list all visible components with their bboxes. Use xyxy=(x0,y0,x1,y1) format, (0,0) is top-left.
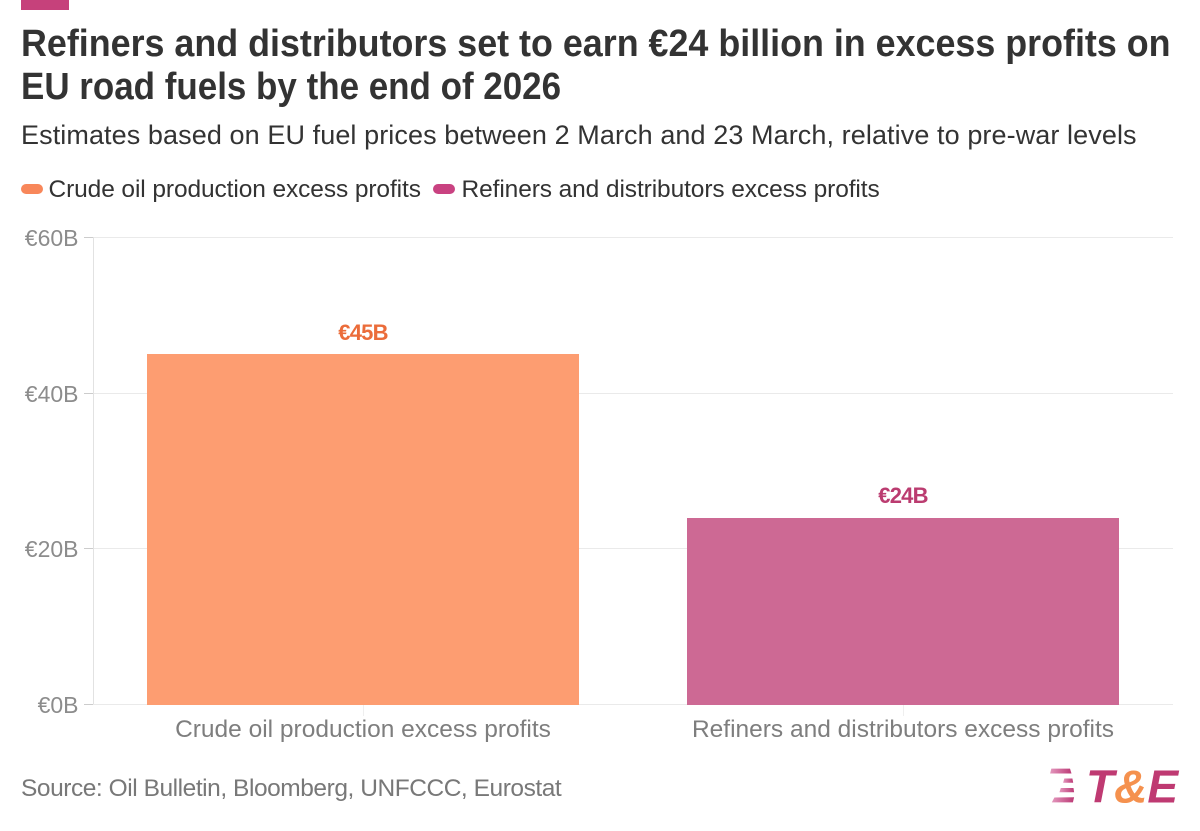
svg-text:T&E: T&E xyxy=(1086,761,1179,811)
